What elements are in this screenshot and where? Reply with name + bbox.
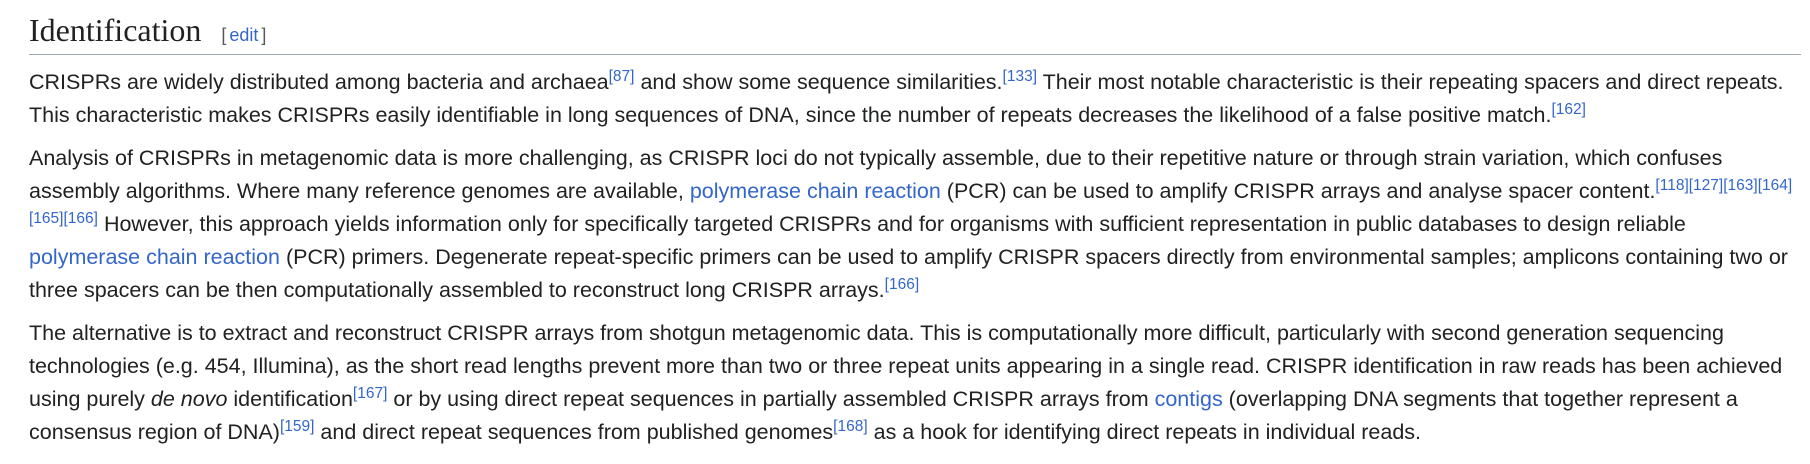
article-content: Identification [edit] CRISPRs are widely…: [29, 10, 1801, 459]
text: The alternative is to extract and recons…: [29, 321, 1783, 411]
text: Their most notable characteristic is the…: [29, 70, 1784, 127]
reference-link[interactable]: [166]: [884, 275, 920, 293]
text: However, this approach yields informatio…: [97, 212, 1686, 236]
edit-bracket-close: ]: [261, 25, 267, 45]
text: (PCR) can be used to amplify CRISPR arra…: [940, 179, 1656, 203]
pcr-link[interactable]: polymerase chain reaction: [29, 245, 280, 269]
reference: [127]: [1689, 177, 1723, 194]
reference: [159]: [280, 418, 314, 435]
reference-link[interactable]: [159]: [279, 417, 315, 435]
reference: [118]: [1655, 177, 1688, 194]
italic-term: de novo: [150, 387, 228, 411]
text: and direct repeat sequences from publish…: [314, 420, 834, 444]
reference: [163]: [1723, 177, 1757, 194]
text: and show some sequence similarities.: [634, 70, 1003, 94]
reference: [168]: [833, 418, 867, 435]
paragraph-2: Analysis of CRISPRs in metagenomic data …: [29, 142, 1801, 307]
reference: [166]: [63, 210, 97, 227]
reference-link[interactable]: [166]: [63, 209, 98, 227]
reference-link[interactable]: [163]: [1723, 176, 1758, 194]
reference-link[interactable]: [133]: [1002, 67, 1038, 85]
text: Analysis of CRISPRs in metagenomic data …: [29, 146, 1723, 203]
section-heading: Identification [edit]: [29, 10, 1801, 55]
reference-link[interactable]: [162]: [1551, 100, 1586, 118]
text: (PCR) primers. Degenerate repeat-specifi…: [29, 245, 1788, 302]
pcr-link[interactable]: polymerase chain reaction: [689, 179, 941, 203]
edit-section: [edit]: [221, 25, 266, 46]
edit-link[interactable]: edit: [229, 25, 259, 45]
reference: [164]: [1758, 177, 1792, 194]
reference-link[interactable]: [164]: [1757, 176, 1793, 194]
reference: [165]: [29, 210, 63, 227]
reference: [87]: [609, 68, 635, 85]
edit-bracket-open: [: [221, 25, 227, 45]
reference: [166]: [885, 276, 919, 293]
paragraph-1: CRISPRs are widely distributed among bac…: [29, 66, 1801, 132]
reference-link[interactable]: [167]: [352, 384, 388, 402]
reference-link[interactable]: [168]: [833, 417, 868, 435]
reference: [167]: [353, 385, 387, 402]
text: (overlapping DNA segments that together …: [29, 387, 1738, 444]
paragraph-3: The alternative is to extract and recons…: [29, 317, 1801, 449]
reference: [162]: [1551, 101, 1585, 118]
text: or by using direct repeat sequences in p…: [387, 387, 1155, 411]
reference: [133]: [1003, 68, 1037, 85]
text: as a hook for identifying direct repeats…: [867, 420, 1421, 444]
reference-link[interactable]: [127]: [1688, 176, 1724, 194]
reference-link[interactable]: [87]: [608, 67, 635, 85]
text: CRISPRs are widely distributed among bac…: [29, 70, 609, 94]
text: identification: [227, 387, 353, 411]
reference-link[interactable]: [118]: [1655, 176, 1689, 194]
contigs-link[interactable]: contigs: [1154, 387, 1223, 411]
reference-link[interactable]: [165]: [29, 209, 64, 227]
section-title: Identification: [29, 12, 202, 48]
